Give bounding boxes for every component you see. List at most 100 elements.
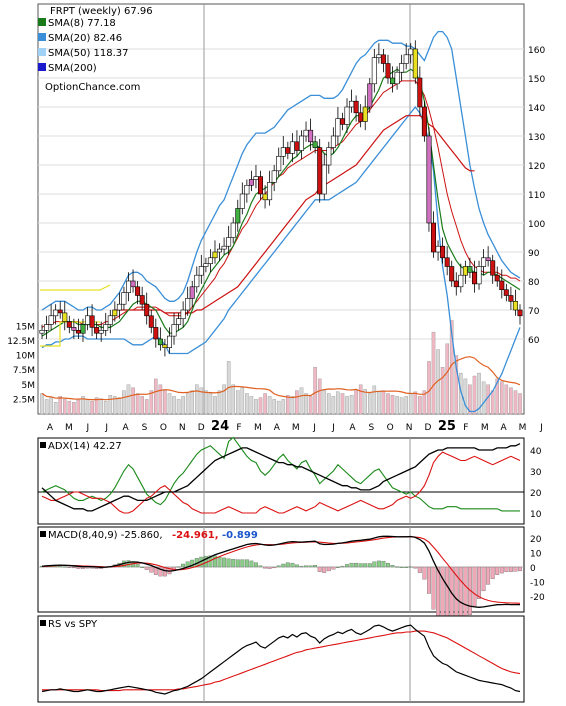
x-axis-label: M: [292, 423, 300, 433]
price-tick-label: 80: [528, 278, 540, 288]
sma20-line: [41, 80, 521, 328]
legend-label: SMA(8) 77.18: [48, 18, 116, 29]
macd-histogram-bar: [427, 566, 431, 594]
volume-bar: [240, 387, 245, 415]
volume-bar: [358, 384, 363, 415]
volume-bar: [431, 331, 436, 415]
candle-body: [353, 100, 359, 114]
macd-histogram-bar: [463, 566, 468, 624]
price-tick-label: 60: [528, 336, 540, 346]
macd-histogram-bar: [176, 566, 181, 568]
macd-histogram-bar: [140, 566, 145, 568]
candle-body: [80, 324, 86, 334]
macd-signal-line: [41, 536, 521, 604]
macd-histogram-bar: [367, 563, 372, 568]
candle-body: [116, 303, 122, 311]
sma50-line: [114, 115, 475, 314]
macd-histogram-bar: [477, 566, 481, 599]
volume-bar: [495, 378, 500, 415]
candle-body: [85, 315, 91, 325]
macd-histogram-bar: [254, 562, 258, 568]
macd-histogram-bar: [249, 560, 254, 568]
volume-bar: [372, 385, 377, 415]
volume-bar: [76, 399, 81, 415]
volume-bar: [299, 387, 304, 415]
volume-bar: [386, 393, 390, 415]
volume-bar: [53, 402, 58, 415]
macd-histogram-bar: [158, 566, 163, 577]
candle-body: [39, 329, 45, 334]
macd-histogram-bar: [422, 566, 427, 580]
volume-bar: [163, 390, 167, 415]
candle-body: [421, 106, 427, 137]
candle-body: [44, 324, 50, 331]
legend: FRPT (weekly) 67.96 OptionChance.com SMA…: [38, 6, 153, 93]
volume-bar: [500, 381, 504, 415]
macd-histogram-bar: [81, 566, 85, 569]
candle-body: [71, 327, 77, 331]
candle-body: [408, 48, 414, 56]
volume-bar: [213, 396, 217, 415]
volume-tick-label: 2.5M: [13, 395, 35, 405]
volume-bar: [354, 390, 358, 415]
macd-histogram-bar: [490, 566, 495, 579]
volume-bar: [272, 399, 277, 415]
x-axis-label: M: [481, 423, 489, 433]
candle-body: [294, 141, 300, 151]
candle-body: [339, 118, 345, 125]
volume-tick-label: 5M: [22, 381, 36, 391]
volume-bar: [463, 378, 468, 415]
macd-histogram-bar: [331, 566, 336, 570]
candle-body: [321, 164, 327, 195]
volume-bar: [126, 384, 131, 415]
volume-bar: [258, 397, 263, 415]
candle-body: [417, 77, 423, 108]
macd-histogram-bar: [263, 566, 268, 569]
macd-histogram-bar: [326, 566, 331, 572]
volume-bar: [217, 390, 222, 415]
macd-histogram-bar: [240, 559, 245, 568]
macd-histogram-bar: [231, 559, 236, 568]
volume-bar: [249, 396, 254, 415]
price-tick-label: 120: [528, 162, 545, 172]
x-axis-label: J: [331, 423, 335, 433]
x-axis-label: O: [387, 423, 394, 433]
price-tick-label: 110: [528, 191, 545, 201]
rs-label-swatch: [40, 620, 46, 626]
candle-body: [376, 54, 382, 58]
volume-bar: [99, 398, 103, 415]
adx-label: ADX(14) 42.27: [48, 441, 122, 452]
x-axis-label: A: [123, 423, 130, 433]
macd-histogram-bar: [67, 566, 72, 568]
x-axis-label: 25: [438, 419, 456, 434]
candle-body: [471, 271, 477, 285]
macd-tick-label: -20: [530, 593, 545, 603]
macd-tick-label: 0: [530, 564, 536, 574]
price-tick-label: 140: [528, 104, 545, 114]
volume-bar: [509, 387, 513, 415]
legend-label: SMA(20) 82.46: [48, 33, 122, 44]
volume-bar: [190, 390, 195, 415]
volume-bar: [67, 400, 72, 415]
x-axis-label: A: [501, 423, 508, 433]
candle-body: [271, 170, 277, 183]
volume-bar: [149, 390, 154, 415]
volume-bar: [167, 393, 172, 415]
candle-body: [485, 257, 491, 261]
candle-body: [107, 315, 113, 325]
volume-bar: [413, 391, 418, 415]
volume-bar: [290, 396, 295, 415]
candle-body: [267, 182, 273, 201]
macd-histogram-bar: [317, 566, 322, 572]
volume-bar: [153, 378, 158, 415]
macd-histogram-bar: [363, 563, 368, 568]
x-axis-label: D: [425, 423, 432, 433]
candle-body: [126, 280, 132, 293]
macd-histogram-bar: [226, 558, 231, 568]
macd-histogram-bar: [71, 566, 76, 569]
x-axis-label: D: [198, 423, 205, 433]
macd-histogram-bar: [408, 566, 413, 568]
candle-body: [276, 156, 282, 172]
candle-body: [399, 63, 405, 73]
candle-body: [162, 344, 168, 348]
